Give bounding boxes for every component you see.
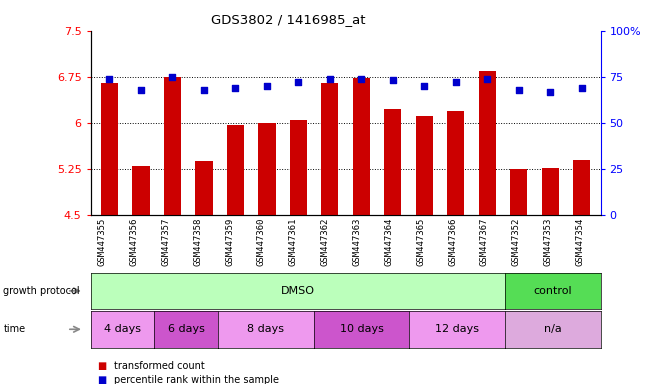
Text: GSM447362: GSM447362 (321, 218, 329, 266)
Point (262, 83, 272, 89)
Text: control: control (533, 286, 572, 296)
Text: percentile rank within the sample: percentile rank within the sample (114, 375, 279, 384)
Text: GDS3802 / 1416985_at: GDS3802 / 1416985_at (211, 13, 366, 26)
Text: GSM447367: GSM447367 (480, 218, 489, 266)
Text: 12 days: 12 days (435, 324, 479, 334)
Bar (447, 111, 464, 215)
Bar (353, 78, 370, 215)
Text: GSM447355: GSM447355 (97, 218, 107, 266)
Bar (321, 83, 338, 215)
Point (136, 87, 146, 93)
Bar (573, 160, 590, 215)
Text: GSM447352: GSM447352 (512, 218, 521, 266)
Text: n/a: n/a (544, 324, 562, 334)
Point (419, 83, 429, 89)
Text: GSM447364: GSM447364 (384, 218, 393, 266)
Point (576, 85, 587, 91)
Bar (227, 125, 244, 215)
Text: transformed count: transformed count (114, 361, 205, 371)
Bar (510, 169, 527, 215)
Point (513, 87, 524, 93)
Text: GSM447360: GSM447360 (257, 218, 266, 266)
Text: DMSO: DMSO (280, 286, 315, 296)
Text: 4 days: 4 days (104, 324, 141, 334)
Point (199, 87, 209, 93)
Text: GSM447363: GSM447363 (352, 218, 362, 266)
Bar (478, 71, 496, 215)
Text: GSM447361: GSM447361 (289, 218, 298, 266)
Text: GSM447357: GSM447357 (161, 218, 170, 266)
Text: 10 days: 10 days (340, 324, 383, 334)
Bar (290, 120, 307, 215)
Text: GSM447354: GSM447354 (576, 218, 584, 266)
Text: 8 days: 8 days (248, 324, 285, 334)
Text: ■: ■ (97, 361, 107, 371)
Bar (258, 123, 276, 215)
Text: 6 days: 6 days (168, 324, 205, 334)
Point (167, 74, 178, 80)
Text: GSM447358: GSM447358 (193, 218, 202, 266)
Bar (415, 116, 433, 215)
Bar (164, 77, 181, 215)
Point (325, 76, 336, 82)
Point (293, 79, 304, 85)
Point (356, 76, 366, 82)
Text: GSM447353: GSM447353 (544, 218, 553, 266)
Bar (384, 109, 401, 215)
Point (387, 78, 398, 84)
Point (104, 76, 115, 82)
Text: ■: ■ (97, 375, 107, 384)
Point (450, 79, 461, 85)
Text: GSM447356: GSM447356 (130, 218, 138, 266)
Text: GSM447365: GSM447365 (416, 218, 425, 266)
Bar (101, 83, 118, 215)
Text: GSM447359: GSM447359 (225, 218, 234, 266)
Point (545, 88, 556, 94)
Bar (541, 168, 559, 215)
Text: time: time (3, 324, 25, 334)
Point (230, 85, 241, 91)
Text: growth protocol: growth protocol (3, 286, 80, 296)
Point (482, 76, 493, 82)
Text: GSM447366: GSM447366 (448, 218, 457, 266)
Bar (195, 161, 213, 215)
Bar (132, 166, 150, 215)
